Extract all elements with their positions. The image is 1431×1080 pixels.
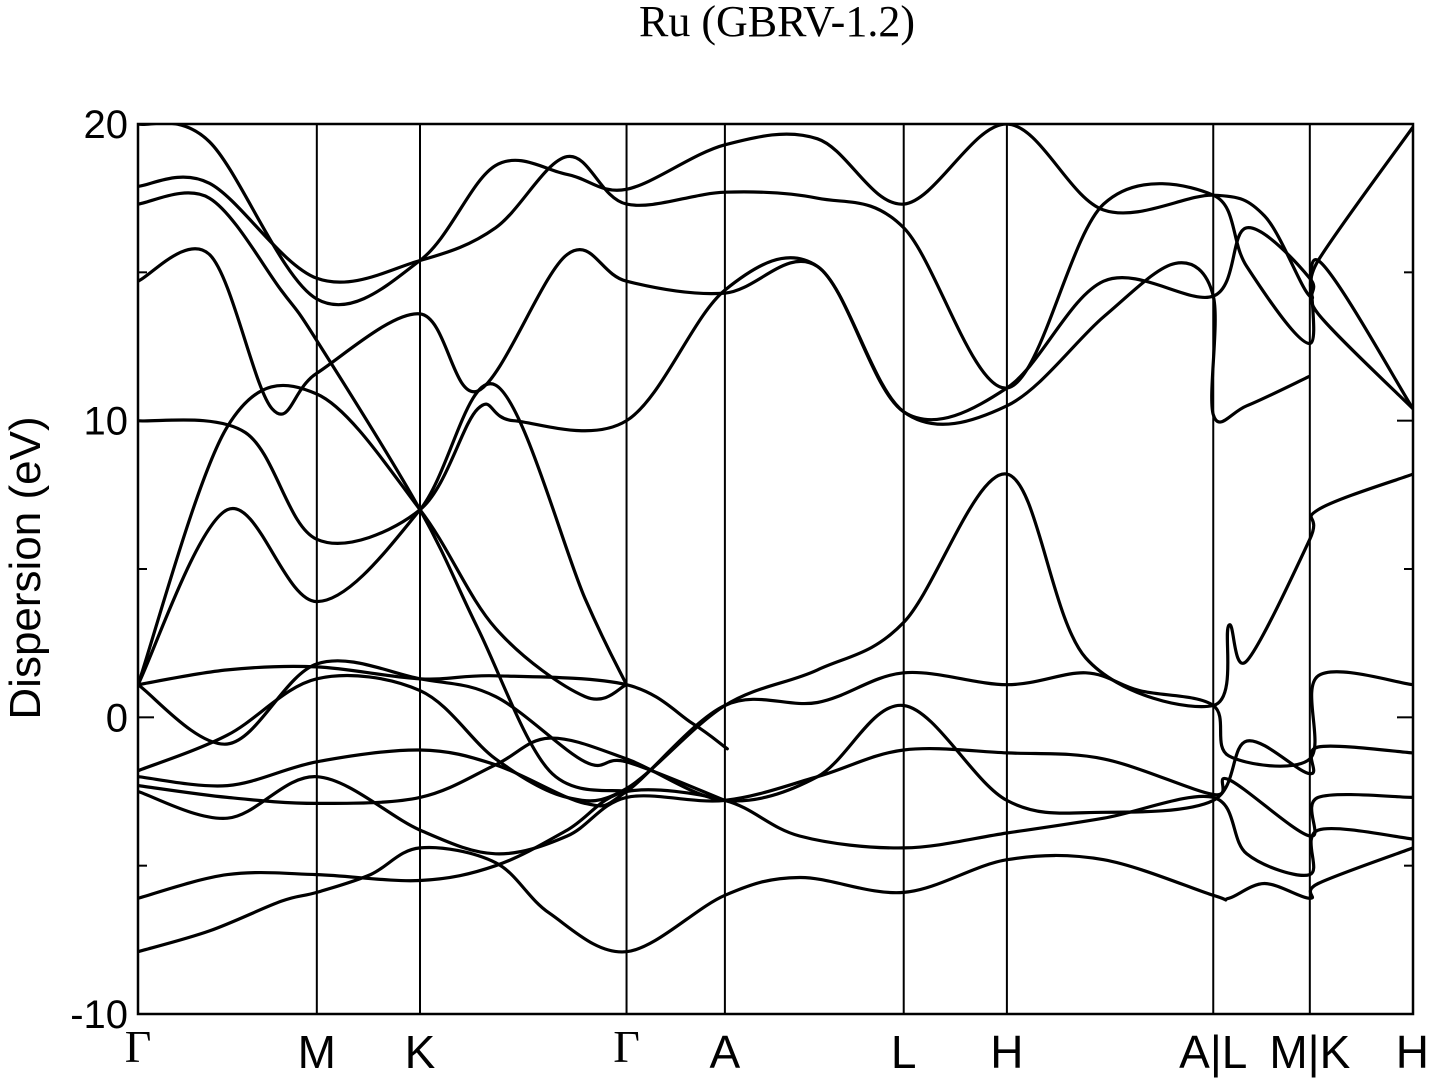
kpoint-label: L	[891, 1026, 917, 1078]
y-tick-label: 10	[84, 400, 129, 444]
band-line-5	[138, 670, 1413, 808]
band-line-13	[138, 191, 627, 794]
kpoint-label: A|L	[1179, 1026, 1247, 1078]
band-line-9	[138, 383, 628, 701]
kpoint-label: Γ	[125, 1021, 152, 1072]
band-line-6	[138, 472, 1413, 803]
band-line-15	[138, 124, 1413, 307]
kpoint-label: M|K	[1269, 1026, 1350, 1078]
kpoint-label: M	[298, 1026, 336, 1078]
band-line-7	[138, 664, 729, 751]
y-tick-label: -10	[70, 993, 128, 1037]
y-axis-label: Dispersion (eV)	[1, 416, 50, 719]
band-line-8	[138, 659, 726, 802]
kpoint-label: Γ	[613, 1021, 640, 1072]
kpoint-label: H	[990, 1026, 1023, 1078]
y-tick-label: 20	[84, 103, 129, 147]
band-line-2	[138, 788, 1413, 900]
kpoint-label: H	[1396, 1026, 1429, 1078]
y-tick-label: 0	[106, 696, 128, 740]
chart-title: Ru (GBRV-1.2)	[639, 0, 915, 46]
band-line-12	[138, 226, 1413, 422]
kpoint-label: A	[710, 1026, 741, 1078]
band-line-1	[138, 845, 1413, 954]
plot-area: -10 0 10 20 Γ M K Γ A L H A|L M|K H	[70, 103, 1429, 1078]
bands-group	[138, 124, 1413, 954]
band-line-4	[138, 703, 1413, 815]
kpoint-label: K	[405, 1026, 436, 1078]
band-line-14	[138, 154, 1413, 410]
